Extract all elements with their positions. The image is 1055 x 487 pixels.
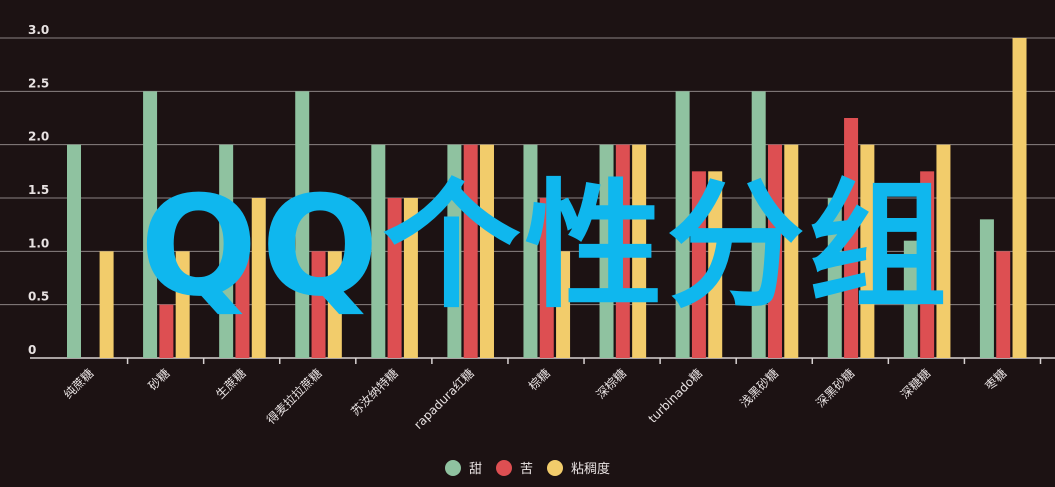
legend-marker xyxy=(547,459,563,476)
bar-2-5[interactable] xyxy=(479,144,494,358)
bar-1-5[interactable] xyxy=(463,144,478,358)
bar-1-9[interactable] xyxy=(767,144,782,358)
y-tick-label: 2.0 xyxy=(28,130,49,144)
y-axis-ticks: 0 0.5 1.0 1.5 2.0 2.5 3.0 xyxy=(28,23,49,357)
y-tick-label: 0 xyxy=(28,343,36,357)
bar-1-2[interactable] xyxy=(235,251,250,358)
bar-0-11[interactable] xyxy=(903,240,918,358)
x-axis-ticks: 纯蔗糖 砂糖 生蔗糖 得麦拉拉蔗糖 苏汝纳特糖 rapadura红糖 棕糖 深棕糖 turbin… xyxy=(60,366,1009,432)
x-tick-label: 纯蔗糖 xyxy=(60,366,96,402)
bar-2-9[interactable] xyxy=(784,144,799,358)
y-tick-label: 1.5 xyxy=(28,183,49,197)
bar-1-6[interactable] xyxy=(539,198,554,358)
bars xyxy=(67,38,1027,358)
x-tick-label: 棕糖 xyxy=(525,366,553,394)
bar-1-11[interactable] xyxy=(920,171,935,358)
bar-2-4[interactable] xyxy=(403,198,418,358)
x-tick-label: 苏汝纳特糖 xyxy=(348,366,401,419)
legend-label: 甜 xyxy=(468,462,482,477)
bar-0-4[interactable] xyxy=(371,144,386,358)
y-tick-label: 1.0 xyxy=(28,236,49,250)
bar-1-8[interactable] xyxy=(691,171,706,358)
bar-1-12[interactable] xyxy=(996,251,1011,358)
x-tick-label: rapadura红糖 xyxy=(410,366,476,432)
bar-0-9[interactable] xyxy=(751,91,766,358)
bar-0-10[interactable] xyxy=(827,198,842,358)
legend-item-bitter[interactable]: 苦 xyxy=(495,458,533,477)
bar-0-2[interactable] xyxy=(219,144,234,358)
bar-2-12[interactable] xyxy=(1012,38,1027,358)
bar-0-6[interactable] xyxy=(523,144,538,358)
watermark-overlay: QQ个性分组 xyxy=(140,166,951,327)
bar-0-12[interactable] xyxy=(979,219,994,358)
x-tick-label: 浅黑砂糖 xyxy=(737,366,782,411)
x-tick-label: 枣糖 xyxy=(982,366,1010,394)
bar-2-7[interactable] xyxy=(632,144,647,358)
legend: 甜 苦 粘稠度 xyxy=(0,458,1055,477)
bar-1-1[interactable] xyxy=(159,304,174,358)
bar-0-5[interactable] xyxy=(447,144,462,358)
y-tick-label: 3.0 xyxy=(28,23,49,37)
x-tick-label: 深棕糖 xyxy=(593,366,629,402)
x-tick-label: 深黑砂糖 xyxy=(813,366,858,411)
legend-marker xyxy=(444,459,461,476)
legend-label: 粘稠度 xyxy=(571,462,611,477)
bar-2-6[interactable] xyxy=(556,251,571,358)
bar-2-0[interactable] xyxy=(99,251,114,358)
bar-2-11[interactable] xyxy=(936,144,951,358)
bar-0-8[interactable] xyxy=(675,91,690,358)
bar-2-8[interactable] xyxy=(708,171,723,358)
legend-item-viscosity[interactable]: 粘稠度 xyxy=(547,458,610,477)
bar-0-7[interactable] xyxy=(599,144,614,358)
bar-1-4[interactable] xyxy=(387,198,402,358)
bar-2-3[interactable] xyxy=(327,251,342,358)
legend-item-sweet[interactable]: 甜 xyxy=(444,458,482,477)
bar-0-3[interactable] xyxy=(295,91,310,358)
x-tick-label: 生蔗糖 xyxy=(213,366,249,402)
bar-1-7[interactable] xyxy=(615,144,630,358)
legend-label: 苦 xyxy=(519,462,533,477)
x-tick-label: 砂糖 xyxy=(145,366,173,394)
x-tick-label: turbinado糖 xyxy=(645,366,705,426)
bar-2-1[interactable] xyxy=(175,251,190,358)
y-tick-label: 0.5 xyxy=(28,290,49,304)
x-tick-label: 得麦拉拉蔗糖 xyxy=(263,366,325,428)
legend-marker xyxy=(495,459,512,476)
y-tick-label: 2.5 xyxy=(28,76,49,90)
bar-2-2[interactable] xyxy=(251,198,266,358)
bar-0-1[interactable] xyxy=(143,91,158,358)
bar-1-10[interactable] xyxy=(844,118,859,358)
x-tick-label: 深糖糖 xyxy=(897,366,933,402)
bar-0-0[interactable] xyxy=(67,144,81,358)
bar-1-3[interactable] xyxy=(311,251,326,358)
bar-2-10[interactable] xyxy=(860,144,875,358)
